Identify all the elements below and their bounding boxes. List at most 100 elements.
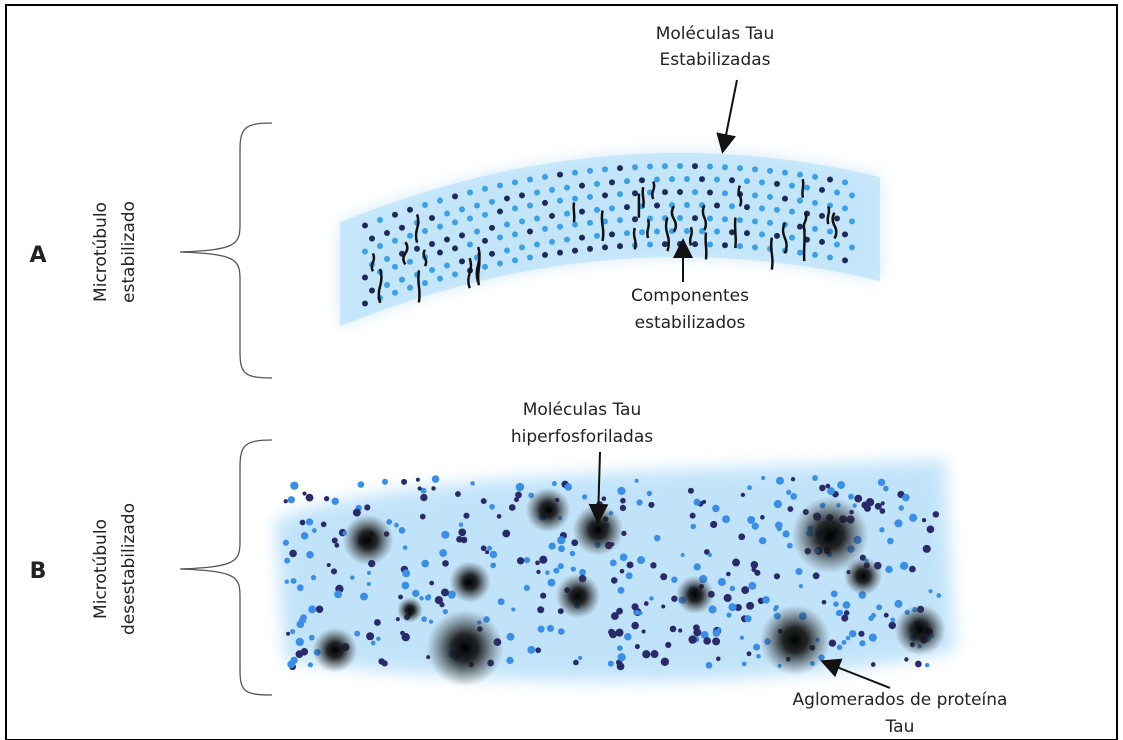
- tau-dot: [665, 642, 671, 648]
- tau-dot: [535, 560, 540, 565]
- tube-dot: [774, 233, 780, 239]
- tube-dot: [729, 177, 735, 183]
- tube-dot: [797, 224, 803, 230]
- tau-dot: [927, 526, 935, 534]
- tau-dot: [620, 553, 628, 561]
- tau-aggregate: [449, 561, 491, 603]
- tau-dot: [416, 478, 420, 482]
- tau-dot: [334, 543, 339, 548]
- tau-dot: [642, 650, 650, 658]
- tau-dot: [441, 531, 449, 539]
- tube-dot: [789, 209, 795, 215]
- tau-dot: [288, 496, 295, 503]
- tau-dot: [285, 579, 289, 583]
- tube-dot: [497, 182, 503, 188]
- tau-dot: [558, 545, 565, 552]
- tau-dot: [371, 641, 376, 646]
- tube-dot: [384, 282, 390, 288]
- tau-dot: [741, 586, 749, 594]
- tau-dot: [837, 645, 842, 650]
- tau-dot: [617, 645, 623, 651]
- tube-dot: [444, 237, 450, 243]
- tube-dot: [557, 172, 563, 178]
- tube-dot: [399, 277, 405, 283]
- tau-dot: [690, 524, 696, 530]
- tube-dot: [407, 285, 413, 291]
- tube-dot: [407, 259, 413, 265]
- tube-dot: [624, 204, 630, 210]
- tube-dot: [834, 190, 840, 196]
- tau-dot: [374, 619, 381, 626]
- tube-dot: [429, 215, 435, 221]
- tube-dot: [474, 228, 480, 234]
- tube-dot: [564, 211, 570, 217]
- tube-dot: [437, 276, 443, 282]
- tube-dot: [519, 192, 525, 198]
- tau-dot: [654, 535, 661, 542]
- tube-dot: [414, 246, 420, 252]
- tau-dot: [848, 494, 854, 500]
- annotation: hiperfosforiladas: [511, 427, 653, 447]
- tau-dot: [846, 636, 850, 640]
- tau-dot: [517, 557, 524, 564]
- tau-dot: [819, 485, 826, 492]
- tau-dot: [880, 508, 886, 514]
- tau-aggregate: [397, 597, 423, 623]
- tau-dot: [928, 589, 932, 593]
- tau-dot: [431, 486, 435, 490]
- tube-dot: [362, 275, 368, 281]
- panel-label: A: [29, 243, 46, 268]
- tube-dot: [399, 225, 405, 231]
- tube-dot: [714, 203, 720, 209]
- tau-dot: [869, 634, 877, 642]
- tube-dot: [677, 163, 683, 169]
- tube-dot: [842, 179, 848, 185]
- tube-dot: [429, 241, 435, 247]
- tau-dot: [868, 615, 874, 621]
- tau-dot: [485, 550, 489, 554]
- tube-dot: [384, 230, 390, 236]
- tube-dot: [789, 183, 795, 189]
- tau-dot: [571, 566, 576, 571]
- tau-dot: [402, 569, 410, 577]
- tube-dot: [812, 252, 818, 258]
- tube-dot: [587, 246, 593, 252]
- tau-dot: [536, 570, 540, 574]
- tube-dot: [512, 205, 518, 211]
- tau-dot: [849, 630, 856, 637]
- tube-dot: [527, 255, 533, 261]
- tau-dot: [843, 601, 851, 609]
- tau-dot: [412, 590, 419, 597]
- brace: [180, 123, 272, 378]
- tube-dot: [812, 200, 818, 206]
- tube-dot: [467, 241, 473, 247]
- tube-dot: [407, 207, 413, 213]
- tau-dot: [558, 563, 564, 569]
- tube-dot: [774, 207, 780, 213]
- tube-dot: [504, 195, 510, 201]
- annotation: estabilizados: [635, 313, 746, 333]
- tube-dot: [737, 243, 743, 249]
- tube-dot: [677, 189, 683, 195]
- tau-dot: [327, 563, 331, 567]
- tau-dot: [442, 560, 449, 567]
- tau-aggregate: [526, 488, 571, 533]
- tube-dot: [489, 225, 495, 231]
- tube-dot: [549, 187, 555, 193]
- tau-dot: [308, 605, 316, 613]
- annotation: Componentes: [631, 286, 749, 306]
- tau-dot: [760, 515, 765, 520]
- tau-dot: [311, 575, 316, 580]
- tau-dot: [400, 631, 405, 636]
- tau-dot: [548, 579, 556, 587]
- tau-dot: [890, 618, 895, 623]
- tau-dot: [724, 594, 732, 602]
- tau-molecule: [602, 210, 603, 240]
- tau-dot: [306, 551, 314, 559]
- tau-dot: [610, 559, 617, 566]
- tau-dot: [547, 625, 554, 632]
- tau-dot: [291, 578, 297, 584]
- annotation: Estabilizadas: [659, 50, 770, 70]
- tau-dot: [498, 598, 505, 605]
- tau-dot: [831, 590, 838, 597]
